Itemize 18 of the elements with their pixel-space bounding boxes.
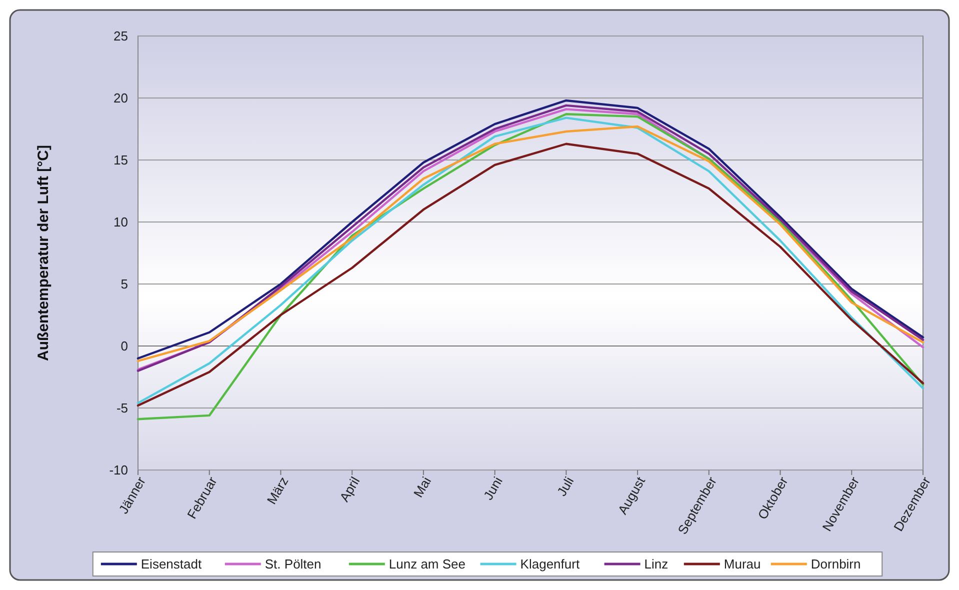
y-tick-label: 20 — [114, 90, 128, 106]
y-axis-title: Außentemperatur der Luft [°C] — [35, 144, 52, 361]
x-tick-label: Mai — [410, 474, 434, 500]
y-tick-label: 25 — [114, 28, 128, 44]
y-tick-label: 15 — [114, 152, 128, 168]
y-tick-label: 10 — [114, 214, 128, 230]
legend-label: Dornbirn — [810, 556, 861, 572]
y-tick-label: -10 — [109, 462, 128, 478]
legend-label: Lunz am See — [388, 556, 466, 572]
legend-label: Klagenfurt — [520, 556, 580, 572]
legend-label: St. Pölten — [264, 556, 322, 572]
legend-label: Eisenstadt — [140, 556, 202, 572]
y-tick-label: 0 — [120, 338, 128, 354]
y-tick-label: 5 — [120, 276, 128, 292]
legend-label: Linz — [644, 556, 668, 572]
y-tick-label: -5 — [116, 400, 128, 416]
legend-label: Murau — [724, 556, 761, 572]
x-tick-label: Juli — [554, 474, 577, 499]
